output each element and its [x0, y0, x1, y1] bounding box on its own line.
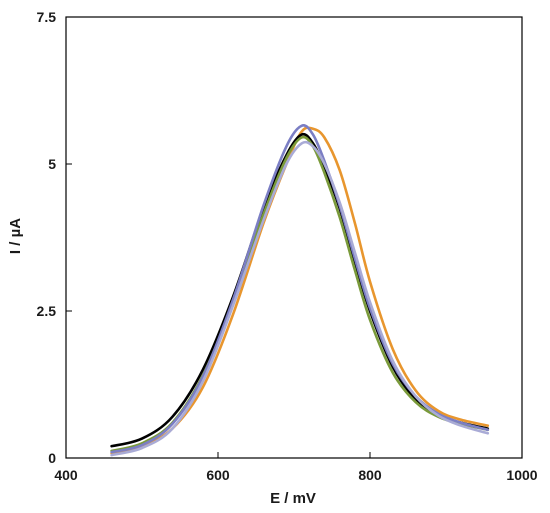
y-tick-label: 7.5 [37, 9, 57, 25]
y-tick-label: 2.5 [37, 303, 57, 319]
series-line-5 [110, 140, 490, 457]
y-axis-label: I / µA [7, 218, 24, 254]
x-tick-label: 800 [358, 467, 382, 483]
series-line-1 [110, 126, 490, 455]
x-tick-label: 400 [54, 467, 78, 483]
y-tick-label: 5 [48, 156, 56, 172]
x-tick-label: 600 [206, 467, 230, 483]
series-line-4 [110, 124, 490, 454]
y-axis: 0 2.5 5 7.5 [37, 9, 72, 466]
y-tick-label: 0 [48, 450, 56, 466]
plot-area [65, 16, 523, 459]
x-tick-label: 1000 [506, 467, 537, 483]
plot-border [65, 16, 523, 459]
series-line-2 [110, 132, 490, 448]
series-line-3 [110, 135, 490, 453]
series-lines [110, 124, 490, 457]
x-axis: 400 600 800 1000 [54, 452, 538, 483]
x-axis-label: E / mV [270, 490, 316, 507]
